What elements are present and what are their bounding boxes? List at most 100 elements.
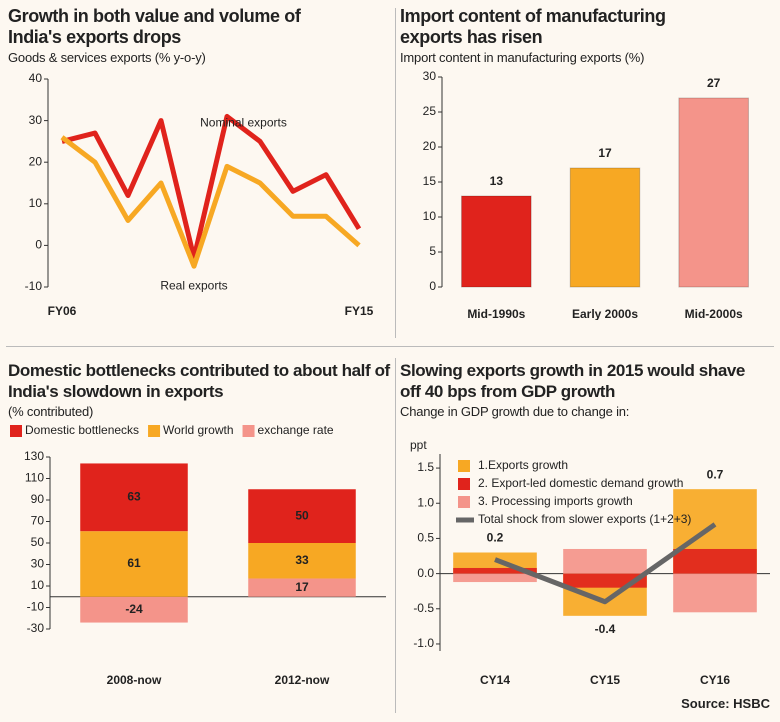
y-tick-label: 15 [423,174,437,188]
data-label: 13 [490,174,504,188]
bar-segment [80,596,188,623]
legend-label: Domestic bottlenecks [25,423,139,437]
y-tick-label: 0.0 [417,566,434,580]
data-label: -0.4 [595,622,616,636]
y-tick-label: 0.5 [417,531,434,545]
y-tick-label: -10 [27,600,45,614]
data-label: 0.7 [707,467,724,481]
data-label: 17 [295,580,309,594]
y-tick-label: 0 [35,238,42,252]
legend-swatch [10,425,22,437]
y-tick-label: 5 [429,244,436,258]
chart-subtitle: Import content in manufacturing exports … [400,50,645,65]
data-label: 33 [295,553,309,567]
x-tick-label: 2012-now [275,673,330,687]
series-label: Real exports [160,278,227,292]
bar [563,548,647,574]
chart-title: Import content of manufacturing exports … [400,6,666,47]
bar [461,195,532,288]
y-tick-label: 30 [31,557,45,571]
y-tick-label: 90 [31,492,45,506]
series-line [61,113,362,261]
bar [453,567,537,574]
bar [673,573,757,613]
y-tick-label: 10 [423,209,437,223]
legend-label: 2. Export-led domestic demand growth [478,476,683,490]
bar [453,573,537,583]
x-tick-label: FY15 [345,304,374,315]
legend-label: World growth [163,423,233,437]
bar [569,167,641,288]
y-tick-label: 130 [24,449,44,463]
series-line [60,135,361,269]
x-tick-label: 2008-now [107,673,162,687]
legend-label: exchange rate [258,423,334,437]
legend-label: 3. Processing imports growth [478,494,633,508]
y-tick-label: 30 [423,69,437,83]
legend-swatch [148,425,161,437]
data-label: 50 [295,508,309,522]
legend-label: Total shock from slower exports (1+2+3) [478,512,691,526]
legend-swatch [458,496,470,508]
legend-label: 1.Exports growth [478,458,568,472]
y-tick-label: 1.5 [417,460,434,474]
data-label: 27 [707,76,721,90]
chart-title: Slowing exports growth in 2015 would sha… [400,361,745,401]
y-tick-label: 50 [31,535,45,549]
chart-title: Growth in both value and volume of India… [8,6,301,47]
bar-segment [80,531,188,597]
chart: 130 110 90 70 50 30 10 -10 -30 Domestic bottlenec… [10,423,386,687]
x-tick-label: Mid-1990s [467,307,525,320]
y-tick-label: 20 [423,139,437,153]
y-tick-label: -30 [27,621,45,635]
divider [6,346,774,347]
y-tick-label: 10 [29,196,43,210]
y-tick-label: -1.0 [413,636,434,650]
bar-segment [248,489,356,543]
series-label: Nominal exports [200,116,287,130]
chart: -1.0 -0.5 0.0 0.5 1.0 1.5 ppt CY14 CY15 CY16 0.2 -0… [410,438,770,687]
chart-title: Domestic bottlenecks contributed to abou… [8,361,390,401]
data-label: -24 [125,602,143,616]
series-line [494,522,717,605]
y-tick-label: 30 [29,113,43,127]
data-label: 0.2 [487,531,504,545]
chart-subtitle: Goods & services exports (% y-o-y) [8,50,206,65]
bar [673,548,757,574]
y-tick-label: 10 [31,578,45,592]
panel: Domestic bottlenecks contributed to abou… [8,360,393,694]
y-tick-label: -0.5 [413,601,434,615]
divider [395,8,396,338]
y-tick-label: 0 [429,279,436,293]
x-tick-label: Mid-2000s [685,307,743,320]
x-tick-label: CY15 [590,673,620,687]
chart: -10 0 10 20 30 40 FY06 FY15 Nominal exports Real … [25,71,374,315]
y-tick-label: 1.0 [417,495,434,509]
chart: 0 5 10 15 20 25 30 Mid-1990s 13 Early 2000s 17 Mid-… [423,69,749,320]
y-tick-label: -10 [25,279,43,293]
divider [395,358,396,713]
y-tick-label: 25 [423,104,437,118]
x-tick-label: FY06 [48,304,77,315]
source: Source: HSBC [681,696,770,711]
panel: Growth in both value and volume of India… [8,6,388,315]
x-tick-label: CY14 [480,673,510,687]
data-label: 61 [127,556,141,570]
bar [678,97,749,288]
y-axis-label: ppt [410,438,427,452]
y-tick-label: 70 [31,514,45,528]
bar-segment [80,463,188,532]
bar-segment [248,543,356,579]
legend-swatch [458,460,470,472]
legend-swatch [458,478,470,490]
y-tick-label: 40 [29,71,43,85]
y-tick-label: 110 [25,471,44,485]
panel: Import content of manufacturing exports … [400,6,775,320]
y-tick-label: 20 [29,154,43,168]
data-label: 17 [598,146,612,160]
chart-subtitle: (% contributed) [8,404,94,419]
x-tick-label: Early 2000s [572,307,638,320]
bar-segment [248,578,356,597]
panel: Slowing exports growth in 2015 would sha… [400,360,775,694]
